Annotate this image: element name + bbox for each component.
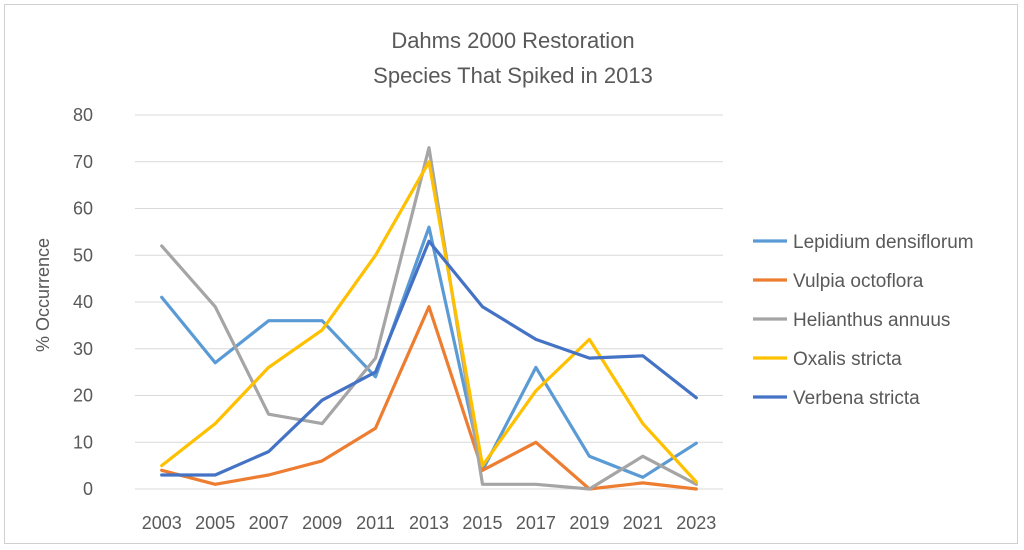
x-tick-label: 2009 — [302, 513, 342, 533]
series-line-vulpia-octoflora — [160, 305, 698, 491]
chart-frame: Dahms 2000 Restoration Species That Spik… — [4, 4, 1018, 544]
y-tick-label: 0 — [83, 479, 93, 499]
y-axis-ticks: 0 10 20 30 40 50 60 70 80 — [73, 105, 93, 499]
y-tick-label: 50 — [73, 245, 93, 265]
series-line-helianthus-annuus — [160, 146, 698, 491]
series-line-oxalis-stricta — [160, 160, 698, 484]
y-tick-label: 30 — [73, 339, 93, 359]
chart-subtitle: Species That Spiked in 2013 — [373, 63, 653, 88]
x-tick-label: 2005 — [195, 513, 235, 533]
legend-label: Verbena stricta — [793, 388, 920, 409]
legend-label: Oxalis stricta — [793, 349, 902, 370]
y-tick-label: 80 — [73, 105, 93, 125]
x-tick-label: 2021 — [623, 513, 663, 533]
gridlines — [135, 114, 723, 490]
series-line-verbena-stricta — [160, 239, 698, 477]
y-tick-label: 20 — [73, 386, 93, 406]
x-tick-label: 2007 — [249, 513, 289, 533]
x-tick-label: 2011 — [356, 513, 395, 533]
legend-label: Vulpia octoflora — [793, 271, 924, 292]
x-tick-label: 2023 — [676, 513, 716, 533]
legend: Lepidium densiflorum Vulpia octoflora Heli… — [753, 232, 974, 409]
x-tick-label: 2017 — [516, 513, 556, 533]
legend-label: Helianthus annuus — [793, 310, 950, 331]
x-tick-label: 2013 — [409, 513, 449, 533]
legend-label: Lepidium densiflorum — [793, 232, 974, 253]
x-tick-label: 2015 — [462, 513, 502, 533]
y-tick-label: 40 — [73, 292, 93, 312]
y-axis-label: % Occurrence — [33, 238, 53, 352]
series-lines — [160, 146, 698, 491]
y-tick-label: 10 — [73, 432, 93, 452]
series-line-lepidium-densiflorum — [160, 225, 698, 479]
x-tick-label: 2003 — [142, 513, 182, 533]
y-tick-label: 70 — [73, 152, 93, 172]
line-chart: Dahms 2000 Restoration Species That Spik… — [33, 28, 974, 533]
y-tick-label: 60 — [73, 199, 93, 219]
x-tick-label: 2019 — [569, 513, 609, 533]
x-axis-ticks: 2003 2005 2007 2009 2011 2013 2015 2017 2019 2021… — [142, 513, 717, 533]
chart-title: Dahms 2000 Restoration — [391, 28, 634, 53]
